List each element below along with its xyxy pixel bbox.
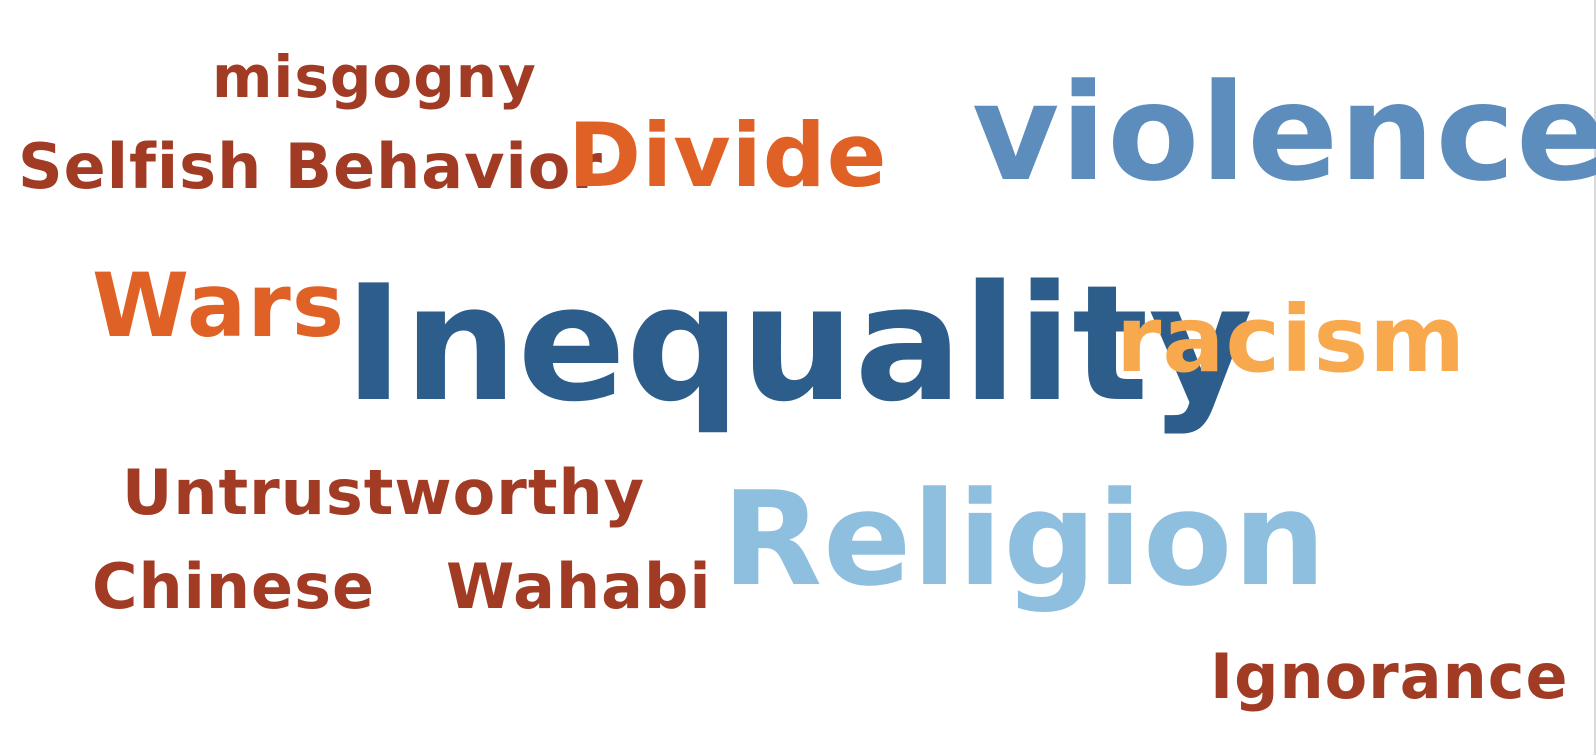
word-misgogny: misgogny [212, 43, 537, 111]
word-wars: Wars [92, 254, 346, 357]
word-chinese: Chinese [92, 550, 376, 623]
word-racism: racism [1116, 286, 1467, 393]
word-religion: Religion [722, 463, 1327, 615]
word-violence: violence [972, 55, 1596, 211]
word-inequality: Inequality [344, 250, 1253, 437]
right-edge-divider [1594, 0, 1596, 755]
word-wahabi: Wahabi [446, 550, 712, 623]
word-selfish-behavior: Selfish Behavior [18, 130, 603, 203]
word-ignorance: Ignorance [1210, 640, 1569, 713]
word-divide: Divide [568, 104, 888, 207]
word-untrustworthy: Untrustworthy [122, 456, 646, 529]
